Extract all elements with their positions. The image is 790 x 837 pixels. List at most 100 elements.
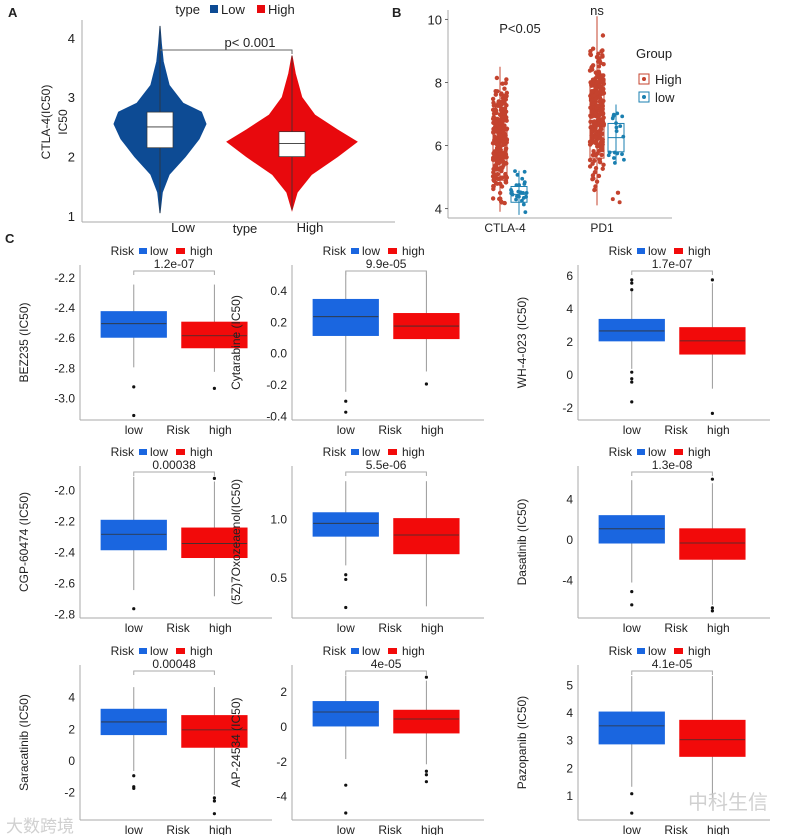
legend-title: Risk (111, 644, 135, 658)
data-point (593, 184, 598, 189)
data-point (601, 62, 606, 67)
y-tick-label: 2 (280, 685, 287, 699)
outlier-point (424, 773, 428, 777)
outlier-point (710, 411, 715, 416)
data-point (595, 103, 601, 109)
data-point (490, 157, 496, 162)
data-point (497, 196, 502, 202)
y-tick-label: 0.0 (270, 347, 287, 361)
data-point (509, 188, 513, 192)
legend-swatch-high (388, 248, 397, 254)
outlier-point (424, 675, 428, 679)
data-point (499, 91, 504, 96)
y-tick-label: 2 (566, 335, 573, 349)
legend-title: Risk (609, 644, 633, 658)
data-point (599, 131, 604, 136)
legend-label-low: low (150, 244, 168, 258)
p-value-label: P<0.05 (499, 21, 541, 36)
y-tick-label: -2.0 (54, 483, 75, 497)
y-tick-label: -2 (562, 401, 573, 415)
p-value-label: 4e-05 (371, 657, 402, 671)
data-point (499, 101, 504, 106)
legend-swatch-high (257, 5, 265, 13)
data-point (595, 142, 601, 148)
y-axis-title: Saracatinib (IC50) (17, 694, 31, 791)
data-point (600, 111, 606, 116)
legend-swatch-low (139, 648, 147, 654)
data-point (495, 142, 501, 147)
data-point (593, 135, 598, 140)
data-point (517, 194, 521, 199)
data-point (500, 81, 505, 86)
legend-label-high: high (402, 445, 425, 459)
p-value-label: ns (590, 3, 604, 18)
data-point (589, 133, 594, 138)
outlier-point (616, 190, 621, 195)
x-tick-label: high (209, 621, 232, 635)
data-point (596, 64, 602, 69)
box-high (181, 321, 248, 349)
data-point (504, 77, 509, 82)
data-point (621, 134, 626, 139)
legend-swatch-high (388, 449, 397, 455)
y-axis-title: CGP-60474 (IC50) (17, 492, 31, 592)
y-tick-label: -4 (276, 790, 287, 804)
y-tick-label: 0 (566, 533, 573, 547)
data-point (614, 125, 619, 130)
data-point (622, 157, 626, 162)
y-tick-label: 0.4 (270, 284, 287, 298)
legend-label-high: high (402, 644, 425, 658)
data-point (600, 166, 605, 171)
data-point (504, 103, 509, 108)
legend-label-low: low (150, 644, 168, 658)
data-point (493, 107, 498, 112)
p-value-label: 0.00038 (152, 458, 196, 472)
box-high (393, 518, 460, 555)
data-point (588, 119, 593, 124)
y-tick-label: 0 (68, 754, 75, 768)
box-high (181, 715, 248, 748)
data-point (490, 96, 496, 102)
y-tick-label: 4 (566, 302, 573, 316)
data-point (596, 173, 602, 179)
x-tick-label: Risk (664, 621, 688, 635)
legend-title: Group (636, 46, 672, 61)
data-point (503, 180, 509, 185)
outlier-point (710, 278, 715, 282)
x-tick-label: low (125, 621, 143, 635)
box-low (146, 111, 174, 149)
outlier-point (710, 477, 715, 481)
y-tick-label: -3.0 (54, 391, 75, 405)
data-point (514, 197, 518, 202)
p-bracket (133, 670, 215, 675)
p-value-label: 1.2e-07 (154, 257, 195, 271)
outlier-point (630, 400, 634, 404)
y-tick-label: 0.2 (270, 315, 287, 329)
data-point (593, 165, 599, 171)
outlier-point (630, 370, 634, 374)
outlier-point (344, 811, 348, 815)
x-tick-label: high (421, 621, 444, 635)
p-value-label: 4.1e-05 (652, 657, 693, 671)
legend-swatch-high (176, 248, 185, 254)
panel-label-a: A (8, 5, 18, 20)
box-low (100, 519, 167, 551)
y-tick-label: -2 (276, 755, 287, 769)
data-point (491, 184, 496, 189)
x-tick-label: Risk (664, 423, 688, 437)
legend-label-low: low (150, 445, 168, 459)
x-tick-label: Risk (378, 621, 402, 635)
x-tick-label: Low (171, 220, 195, 235)
data-point (592, 187, 597, 193)
x-tick-label: low (337, 823, 355, 835)
data-point (593, 84, 598, 90)
data-point (607, 150, 612, 155)
x-tick-label: Risk (166, 423, 190, 437)
legend-title: Risk (323, 445, 347, 459)
legend-swatch-low (637, 248, 645, 254)
box-high (393, 709, 460, 734)
data-point (502, 98, 507, 103)
p-value-label: 0.00048 (152, 657, 196, 671)
y-tick-label: 6 (435, 139, 442, 154)
outlier-point (630, 590, 634, 594)
